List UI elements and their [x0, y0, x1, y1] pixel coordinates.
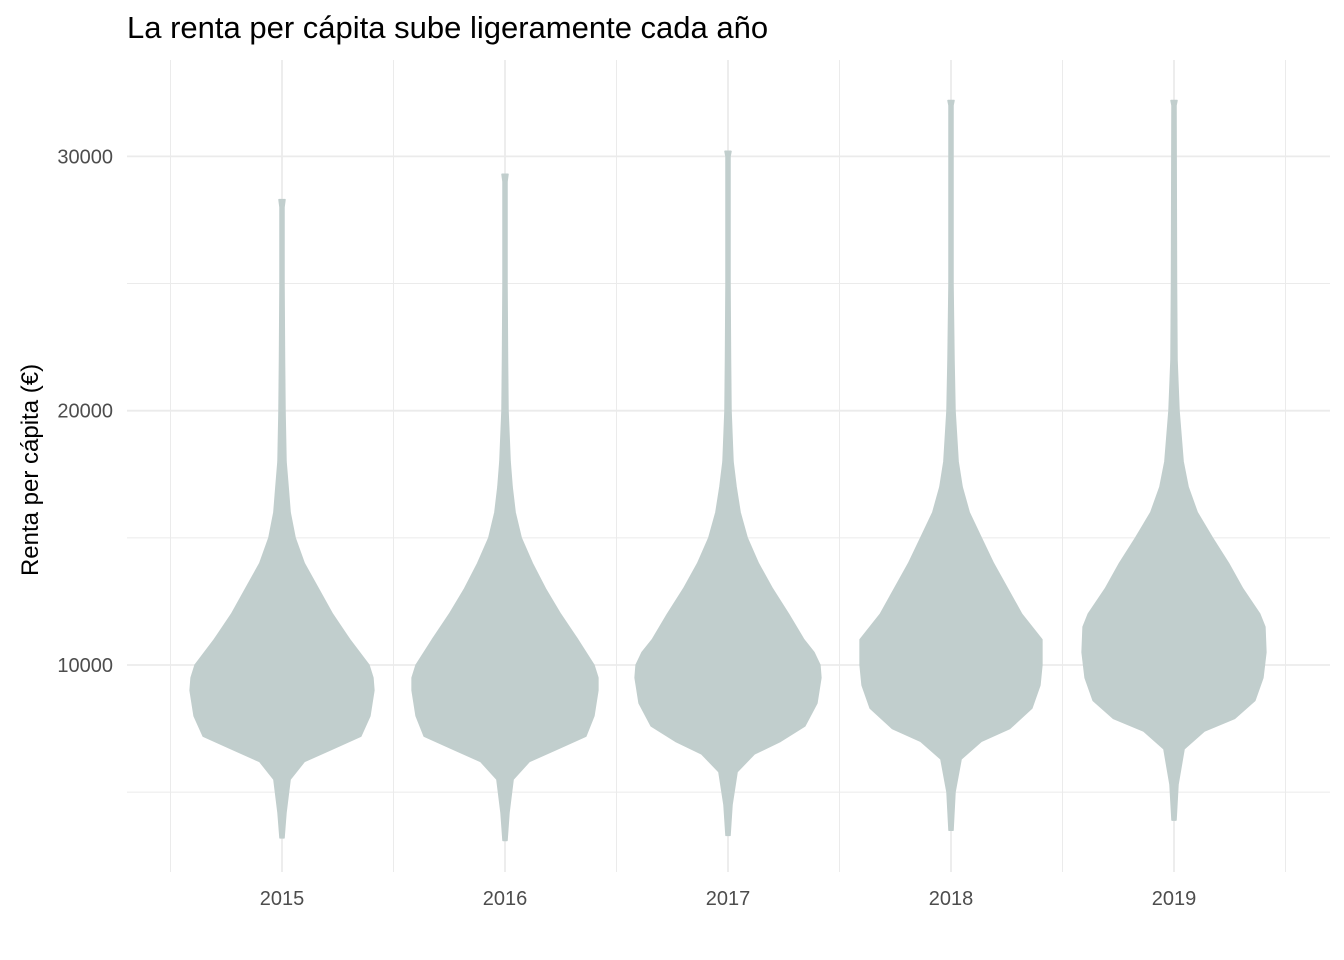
x-tick-label: 2016: [483, 888, 528, 910]
x-tick-label: 2018: [929, 888, 974, 910]
violin-2017: [634, 150, 822, 837]
violin-2015: [189, 198, 375, 839]
x-tick-label: 2019: [1152, 888, 1197, 910]
y-tick-label: 20000: [57, 401, 113, 423]
violin-2018: [859, 99, 1043, 832]
y-axis-label: Renta per cápita (€): [17, 364, 44, 576]
x-tick-label: 2015: [260, 888, 305, 910]
y-tick-label: 30000: [57, 146, 113, 168]
y-tick-label: 10000: [57, 655, 113, 677]
x-tick-label: 2017: [706, 888, 751, 910]
violins: [189, 99, 1267, 842]
chart-title: La renta per cápita sube ligeramente cad…: [127, 10, 769, 45]
y-axis-ticks: 10000 20000 30000: [57, 146, 113, 677]
violin-2019: [1081, 99, 1267, 821]
violin-2016: [411, 173, 599, 842]
x-axis-ticks: 2015 2016 2017 2018 2019: [260, 888, 1197, 910]
